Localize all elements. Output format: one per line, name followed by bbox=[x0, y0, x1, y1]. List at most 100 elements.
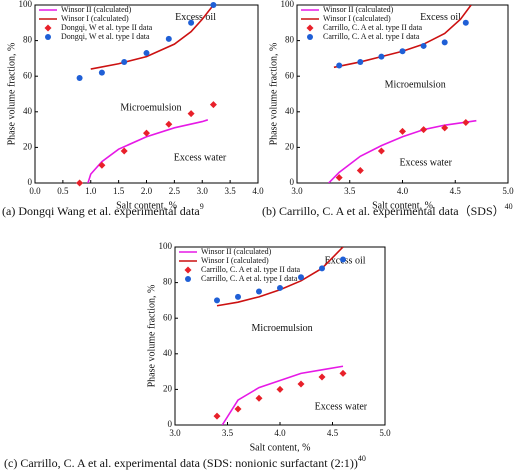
data-point bbox=[143, 50, 150, 57]
data-point bbox=[399, 127, 406, 135]
caption-text: (b) Carrillo, C. A et al. experimental d… bbox=[262, 204, 505, 218]
data-point bbox=[120, 147, 128, 155]
data-point bbox=[319, 265, 325, 272]
y-tick-label: 0 bbox=[290, 177, 295, 187]
x-tick-label: 3.5 bbox=[344, 186, 356, 196]
scatter-series bbox=[76, 2, 217, 81]
y-tick-label: 20 bbox=[163, 383, 173, 393]
calc-curve bbox=[221, 365, 344, 425]
y-tick-label: 40 bbox=[285, 106, 295, 116]
y-tick-label: 0 bbox=[168, 419, 173, 429]
data-point bbox=[255, 394, 263, 402]
data-layer bbox=[87, 5, 215, 183]
subplot: 3.0 3.5 4.0 4.5 5.0 0 20 40 60 80 100 Salt content,… bbox=[262, 0, 514, 218]
y-tick-label: 40 bbox=[163, 348, 173, 358]
legend-label: Dongqi, W et al. type II data bbox=[61, 23, 153, 32]
caption: (c) Carrillo, C. A et al. experimental d… bbox=[4, 454, 366, 470]
caption: (a) Dongqi Wang et al. experimental data… bbox=[2, 202, 204, 218]
scatter-series bbox=[213, 369, 347, 420]
x-tick-label: 5.0 bbox=[502, 186, 514, 196]
legend-label: Dongqi, W et al. type I data bbox=[61, 32, 150, 41]
calc-curve bbox=[87, 119, 209, 183]
data-point bbox=[98, 69, 105, 76]
x-tick-label: 3.0 bbox=[197, 186, 209, 196]
legend-label: Carrillo, C. A et al. type I data bbox=[201, 274, 298, 283]
x-tick-label: 1.0 bbox=[85, 186, 97, 196]
calc-curve bbox=[328, 119, 477, 183]
y-tick-label: 100 bbox=[159, 241, 173, 251]
caption-ref: 40 bbox=[358, 454, 366, 463]
data-point bbox=[377, 147, 385, 155]
data-point bbox=[297, 380, 305, 388]
y-axis-title: Phase volume fraction, % bbox=[6, 43, 17, 146]
data-point bbox=[235, 293, 241, 300]
y-tick-label: 60 bbox=[163, 312, 173, 322]
caption-text: (a) Dongqi Wang et al. experimental data bbox=[2, 204, 200, 218]
data-point bbox=[441, 124, 449, 132]
region-label: Microemulsion bbox=[120, 103, 181, 114]
caption-ref: 40 bbox=[505, 202, 513, 211]
data-point bbox=[306, 24, 314, 32]
x-tick-label: 3.5 bbox=[225, 186, 237, 196]
data-point bbox=[357, 58, 364, 65]
data-point bbox=[165, 35, 172, 42]
legend-label: Carrillo, C. A et al. type II data bbox=[323, 23, 423, 32]
region-label: Excess oil bbox=[175, 12, 216, 23]
data-point bbox=[76, 179, 84, 187]
data-point bbox=[165, 120, 173, 128]
data-point bbox=[188, 19, 195, 26]
subplot: 3.0 3.5 4.0 4.5 5.0 0 20 40 60 80 100 Salt content,… bbox=[4, 241, 391, 470]
x-tick-label: 2.0 bbox=[141, 186, 153, 196]
data-point bbox=[277, 284, 283, 291]
scatter-series bbox=[214, 256, 346, 304]
x-tick-label: 4.0 bbox=[274, 428, 286, 438]
y-tick-label: 100 bbox=[19, 0, 33, 9]
data-point bbox=[187, 110, 195, 118]
region-label: Excess water bbox=[315, 401, 368, 412]
data-point bbox=[185, 276, 191, 282]
data-point bbox=[420, 42, 427, 49]
x-tick-label: 0.5 bbox=[57, 186, 69, 196]
region-label: Microemulsion bbox=[385, 79, 446, 90]
data-point bbox=[234, 405, 242, 413]
x-axis-title: Salt content, % bbox=[372, 200, 433, 211]
data-point bbox=[210, 2, 217, 8]
x-tick-label: 0.0 bbox=[29, 186, 41, 196]
region-label: Microemulsion bbox=[252, 323, 313, 334]
data-point bbox=[318, 373, 326, 381]
x-tick-label: 1.5 bbox=[113, 186, 125, 196]
x-tick-label: 5.0 bbox=[379, 428, 391, 438]
data-point bbox=[143, 129, 150, 137]
calc-curve bbox=[216, 247, 344, 307]
data-point bbox=[378, 53, 385, 60]
data-point bbox=[298, 274, 304, 281]
data-point bbox=[184, 266, 192, 274]
x-tick-label: 4.5 bbox=[327, 428, 339, 438]
legend-label: Winsor II (calculated) bbox=[61, 5, 132, 14]
y-tick-label: 80 bbox=[285, 35, 295, 45]
y-axis-title: Phase volume fraction, % bbox=[146, 285, 157, 388]
scatter-series bbox=[335, 118, 470, 182]
data-point bbox=[214, 297, 220, 304]
data-point bbox=[276, 385, 284, 393]
region-label: Excess water bbox=[399, 158, 452, 169]
data-point bbox=[76, 74, 83, 81]
y-axis-title: Phase volume fraction, % bbox=[268, 43, 279, 146]
data-point bbox=[256, 288, 262, 295]
y-tick-label: 100 bbox=[281, 0, 295, 9]
scatter-series bbox=[336, 19, 469, 69]
caption-ref: 9 bbox=[200, 202, 204, 211]
x-tick-label: 2.5 bbox=[169, 186, 181, 196]
data-point bbox=[45, 34, 51, 40]
data-layer bbox=[328, 5, 477, 183]
legend-label: Winsor I (calculated) bbox=[323, 14, 391, 23]
y-tick-label: 60 bbox=[23, 70, 33, 80]
region-label: Excess oil bbox=[420, 12, 461, 23]
legend-label: Winsor I (calculated) bbox=[61, 14, 129, 23]
data-point bbox=[44, 24, 52, 32]
data-point bbox=[335, 174, 343, 182]
data-point bbox=[420, 126, 428, 134]
y-tick-label: 80 bbox=[23, 35, 33, 45]
data-point bbox=[307, 34, 313, 40]
